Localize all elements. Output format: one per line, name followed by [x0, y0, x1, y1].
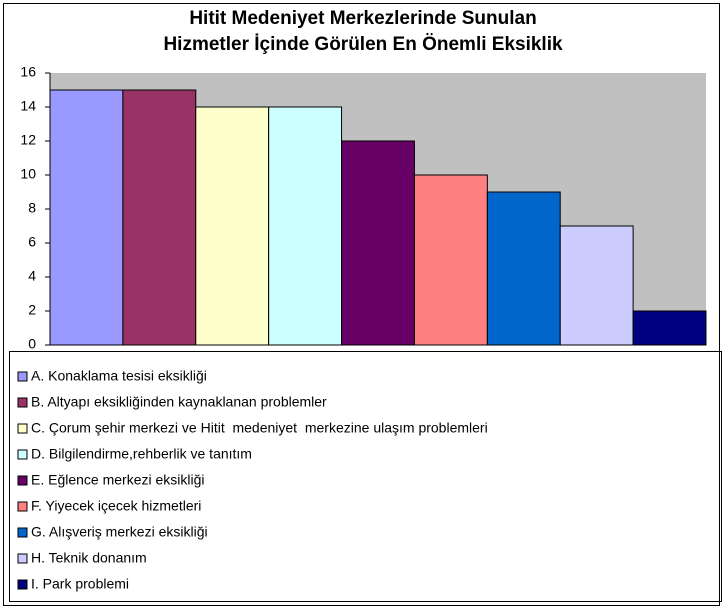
y-tick-label: 16	[20, 64, 36, 80]
legend-label: H. Teknik donanım	[31, 550, 147, 566]
bar	[195, 106, 270, 346]
bar	[632, 310, 707, 346]
bar	[413, 174, 488, 346]
legend-swatch	[17, 527, 28, 538]
bar	[486, 191, 561, 346]
legend-label: B. Altyapı eksikliğinden kaynaklanan pro…	[31, 394, 327, 410]
legend-label: G. Alışveriş merkezi eksikliği	[31, 524, 208, 540]
legend-swatch	[17, 553, 28, 564]
bar	[559, 225, 634, 346]
y-tick-label: 12	[20, 132, 36, 148]
legend-label: A. Konaklama tesisi eksikliği	[31, 368, 207, 384]
legend-swatch	[17, 579, 28, 590]
legend-swatch	[17, 501, 28, 512]
y-tick-label: 14	[20, 98, 36, 114]
chart-title: Hitit Medeniyet Merkezlerinde Sunulan	[189, 8, 536, 29]
y-tick-label: 10	[20, 166, 36, 182]
legend-swatch	[17, 475, 28, 486]
legend-label: F. Yiyecek içecek hizmetleri	[31, 498, 201, 514]
legend-swatch	[17, 423, 28, 434]
y-tick-label: 4	[28, 268, 36, 284]
y-tick-label: 0	[28, 336, 36, 352]
legend-swatch	[17, 397, 28, 408]
legend-label: E. Eğlence merkezi eksikliği	[31, 472, 205, 488]
legend-swatch	[17, 449, 28, 460]
y-tick-label: 2	[28, 302, 36, 318]
legend-box	[9, 351, 722, 602]
bar	[268, 106, 343, 346]
legend-swatch	[17, 371, 28, 382]
legend-label: D. Bilgilendirme,rehberlik ve tanıtım	[31, 446, 252, 462]
bar	[341, 140, 415, 346]
bar	[122, 89, 197, 346]
chart-title: Hizmetler İçinde Görülen En Önemli Eksik…	[163, 34, 563, 55]
bar	[49, 89, 124, 346]
legend-label: C. Çorum şehir merkezi ve Hitit medeniye…	[31, 420, 488, 436]
y-tick-label: 8	[28, 200, 36, 216]
legend-label: I. Park problemi	[31, 576, 129, 592]
y-tick-label: 6	[28, 234, 36, 250]
